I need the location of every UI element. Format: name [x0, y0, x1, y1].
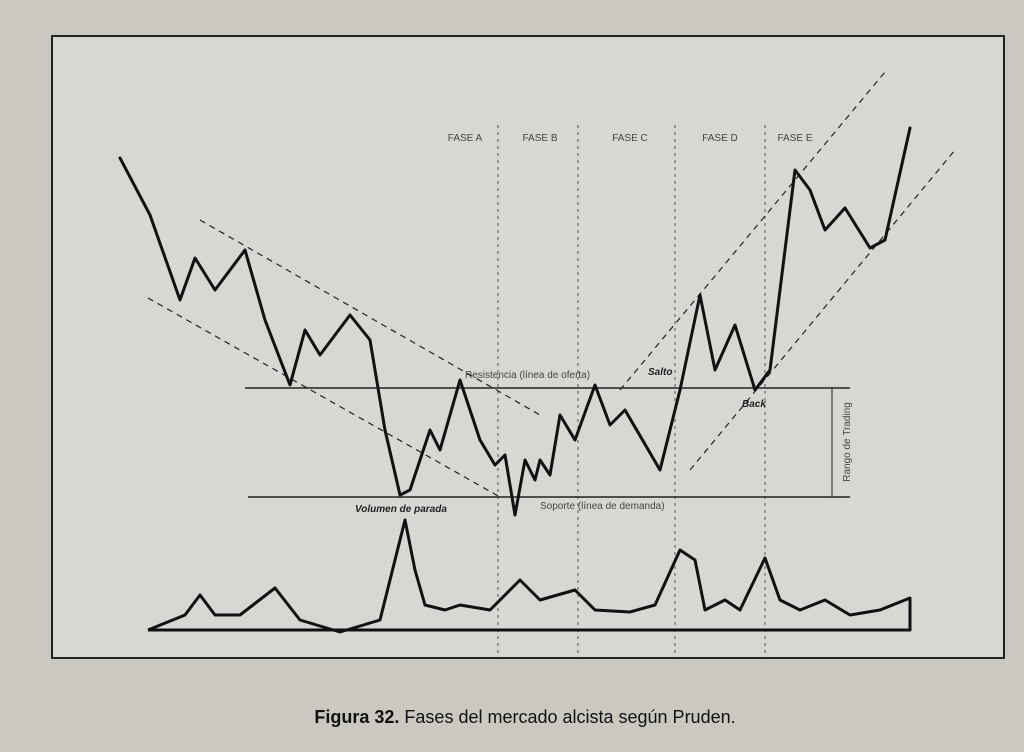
support-label: Soporte (línea de demanda) [540, 501, 665, 512]
range-lines [245, 387, 850, 498]
phase-label: FASE E [777, 133, 812, 144]
phase-label: FASE B [522, 133, 557, 144]
phase-label: FASE C [612, 133, 648, 144]
phase-label: FASE A [448, 133, 483, 144]
resistance-label: Resistencia (línea de oferta) [465, 370, 590, 381]
caption: Figura 32. Fases del mercado alcista seg… [314, 707, 735, 727]
frame [51, 35, 1005, 659]
caption-text: Fases del mercado alcista según Pruden. [404, 707, 735, 727]
phase-label: FASE D [702, 133, 738, 144]
caption-label: Figura 32. [314, 707, 399, 727]
range-label: Rango de Trading [842, 402, 853, 482]
price-curve [118, 126, 912, 517]
jump-label: Salto [648, 367, 672, 378]
back-label: Back [742, 399, 766, 410]
volume-curve [147, 518, 912, 634]
stop-volume-label: Volumen de parada [355, 504, 447, 515]
trend-lines [147, 71, 956, 498]
